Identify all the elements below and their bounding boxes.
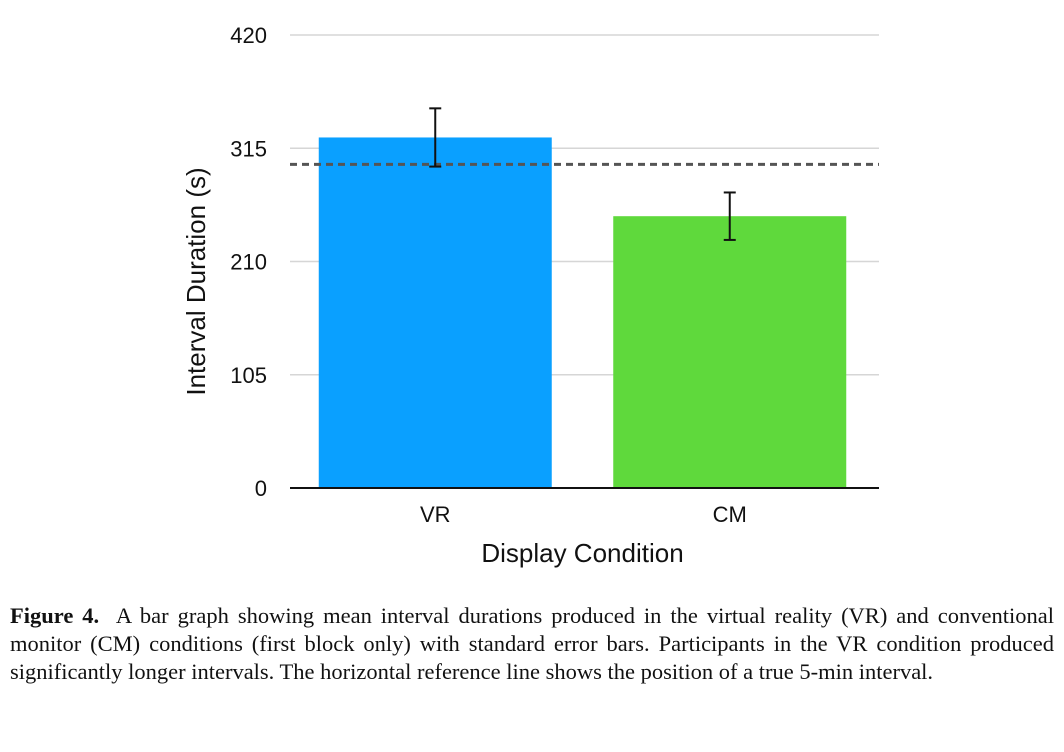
bar	[318, 137, 552, 488]
y-tick-label: 420	[230, 23, 267, 48]
figure-label: Figure 4.	[10, 603, 100, 628]
y-tick-label: 0	[255, 476, 267, 501]
figure-caption: Figure 4. A bar graph showing mean inter…	[10, 602, 1054, 686]
bars	[318, 137, 847, 488]
y-tick-label: 210	[230, 250, 267, 275]
x-tick-labels: VR CM	[420, 502, 747, 527]
bar-chart: 0 105 210 315 420 VR CM Display Condition Int…	[181, 23, 879, 568]
y-tick-label: 315	[230, 136, 267, 161]
y-tick-label: 105	[230, 363, 267, 388]
x-axis-title: Display Condition	[481, 538, 683, 568]
bar	[613, 216, 847, 488]
x-tick-label: CM	[713, 502, 747, 527]
x-tick-label: VR	[420, 502, 451, 527]
caption-text: A bar graph showing mean interval durati…	[10, 603, 1054, 684]
y-tick-labels: 0 105 210 315 420	[230, 23, 267, 501]
error-bars	[429, 107, 736, 241]
y-axis-title: Interval Duration (s)	[181, 167, 211, 395]
